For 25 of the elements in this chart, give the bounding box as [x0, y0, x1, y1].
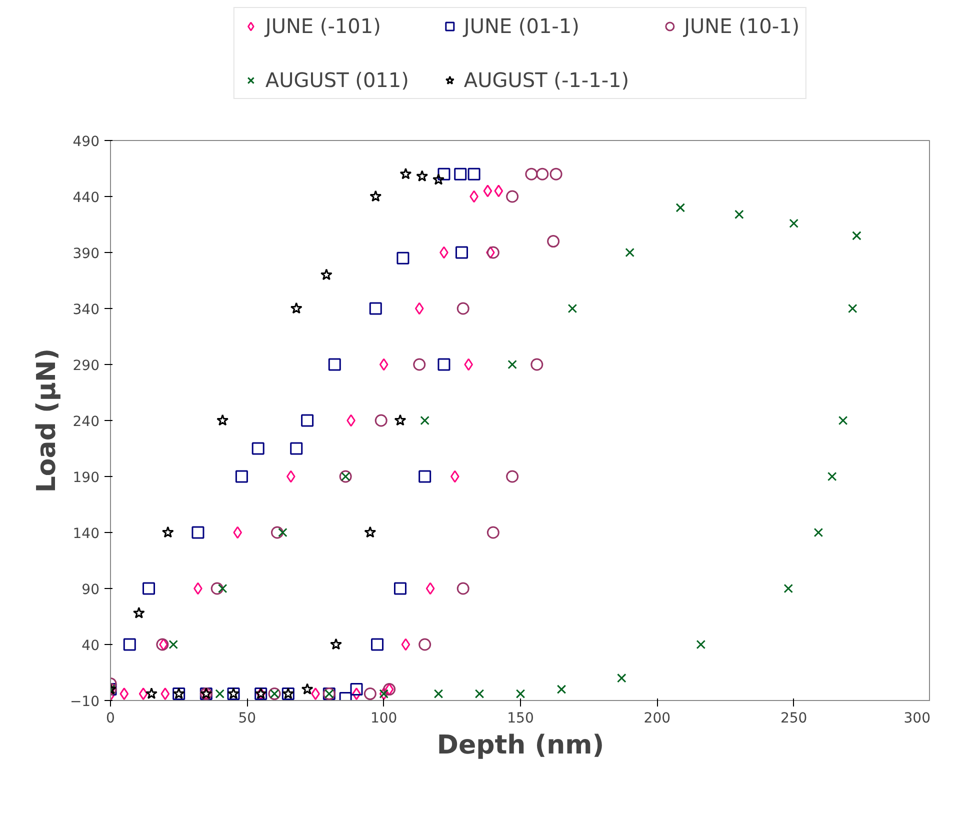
- x-tick-label: 0: [106, 710, 115, 726]
- y-tick-label: 340: [72, 302, 100, 318]
- y-tick-label: 240: [72, 414, 100, 430]
- y-tick-label: 90: [82, 582, 100, 598]
- legend-label: AUGUST (-1-1-1): [464, 68, 630, 92]
- x-tick-label: 50: [238, 710, 256, 726]
- x-axis-title: Depth (nm): [436, 730, 604, 760]
- y-tick-label: 140: [72, 526, 100, 542]
- x-tick-label: 200: [644, 710, 671, 726]
- x-tick-label: 300: [904, 710, 931, 726]
- x-tick-label: 250: [780, 710, 808, 726]
- y-tick-label: −10: [70, 694, 100, 710]
- y-tick-label: 190: [72, 470, 100, 486]
- legend-label: AUGUST (011): [265, 68, 409, 92]
- legend-label: JUNE (01-1): [464, 14, 580, 38]
- legend-label: JUNE (-101): [265, 14, 381, 38]
- legend-label: JUNE (10-1): [684, 14, 800, 38]
- y-axis-title: Load (µN): [32, 348, 62, 493]
- y-tick-label: 390: [72, 246, 100, 262]
- x-tick-label: 150: [507, 710, 534, 726]
- x-tick-label: 100: [370, 710, 398, 726]
- y-tick-label: 490: [72, 134, 100, 150]
- y-tick-label: 290: [72, 358, 100, 374]
- y-tick-label: 440: [72, 190, 100, 206]
- y-tick-label: 40: [82, 638, 100, 654]
